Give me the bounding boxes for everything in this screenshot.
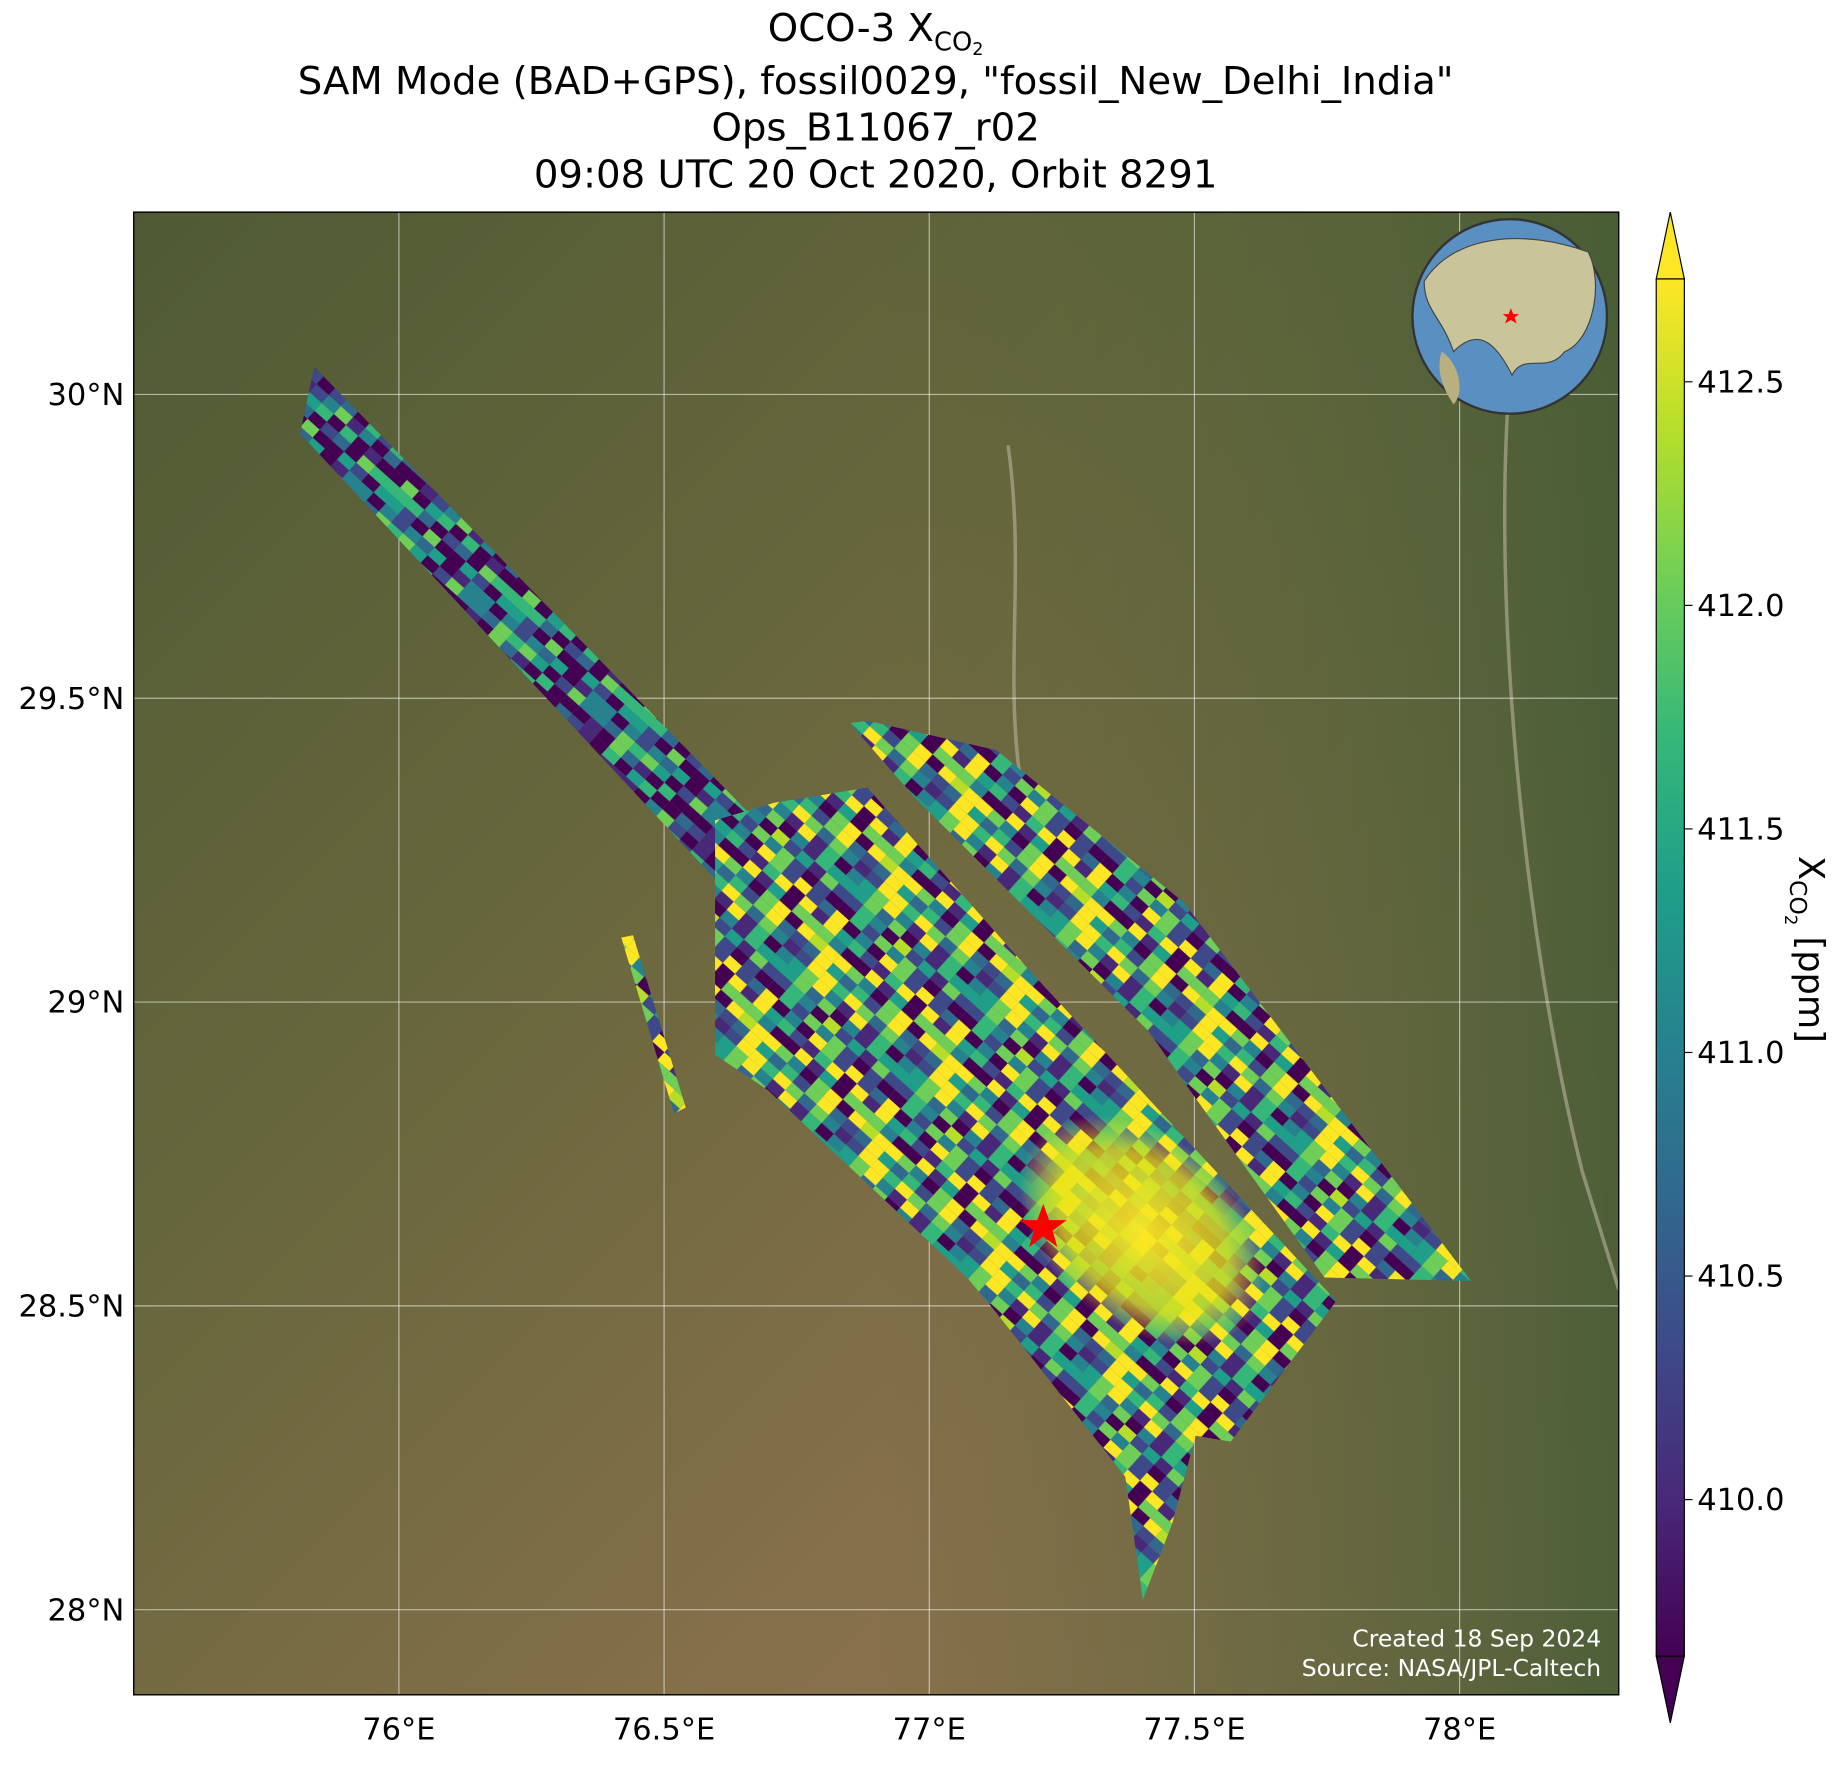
swath bbox=[621, 935, 686, 1114]
colorbar-label-main: X bbox=[1790, 856, 1831, 880]
x-tick-label: 76.5°E bbox=[613, 1712, 715, 1747]
subtitle: Ops_B11067_r02 bbox=[711, 106, 1039, 151]
globe-star bbox=[1502, 308, 1520, 324]
y-tick-label: 29°N bbox=[48, 986, 125, 1021]
globe-land bbox=[1439, 351, 1460, 405]
x-tick-label: 77.5°E bbox=[1143, 1712, 1245, 1747]
annotation: Source: NASA/JPL-Caltech bbox=[1302, 1654, 1601, 1682]
enhancement-area bbox=[1019, 1115, 1267, 1347]
grid bbox=[133, 212, 1619, 1695]
subtitle: 09:08 UTC 20 Oct 2020, Orbit 8291 bbox=[534, 153, 1218, 198]
subtitle: SAM Mode (BAD+GPS), fossil0029, "fossil_… bbox=[298, 59, 1454, 104]
title: OCO-3 XCO2 bbox=[768, 6, 984, 60]
target-star bbox=[1019, 1203, 1067, 1248]
colorbar-tick-label: 412.0 bbox=[1697, 589, 1784, 624]
y-tick-label: 28.5°N bbox=[18, 1289, 124, 1324]
title-main: OCO-3 X bbox=[768, 6, 934, 51]
colorbar-label-unit: [ppm] bbox=[1790, 925, 1831, 1043]
colorbar-extend-bottom bbox=[1655, 1655, 1686, 1724]
colorbar-extend-top bbox=[1655, 212, 1686, 280]
title-subsub: 2 bbox=[972, 40, 983, 60]
swath bbox=[849, 720, 1472, 1282]
y-tick-label: 30°N bbox=[48, 378, 125, 413]
colorbar: 410.0 410.5 411.0 411.5 412.0 412.5 bbox=[1655, 212, 1784, 1724]
annotation: Created 18 Sep 2024 bbox=[1352, 1625, 1601, 1653]
colorbar-tick-label: 411.5 bbox=[1697, 812, 1784, 847]
globe-land bbox=[1423, 238, 1597, 377]
colorbar-tick-label: 412.5 bbox=[1697, 365, 1784, 400]
colorbar-tick-label: 411.0 bbox=[1697, 1036, 1784, 1071]
globe-inset bbox=[1411, 218, 1609, 415]
y-tick-label: 28°N bbox=[48, 1593, 125, 1628]
x-tick-label: 77°E bbox=[893, 1712, 966, 1747]
swath bbox=[300, 366, 757, 880]
colorbar-tick-label: 410.5 bbox=[1697, 1260, 1784, 1295]
colorbar-tick-label: 410.0 bbox=[1697, 1483, 1784, 1518]
colorbar-body bbox=[1655, 278, 1685, 1657]
x-tick-label: 76°E bbox=[362, 1712, 435, 1747]
x-tick-label: 78°E bbox=[1423, 1712, 1496, 1747]
title-sub: CO bbox=[934, 27, 972, 57]
colorbar-label-subsub: 2 bbox=[1781, 915, 1800, 925]
map-area: Created 18 Sep 2024 Source: NASA/JPL-Cal… bbox=[133, 212, 1619, 1695]
colorbar-label: XCO2 [ppm] bbox=[1781, 856, 1831, 1043]
colorbar-label-sub: CO bbox=[1784, 880, 1812, 915]
y-tick-label: 29.5°N bbox=[18, 682, 124, 717]
plot-frame bbox=[133, 211, 1620, 1696]
